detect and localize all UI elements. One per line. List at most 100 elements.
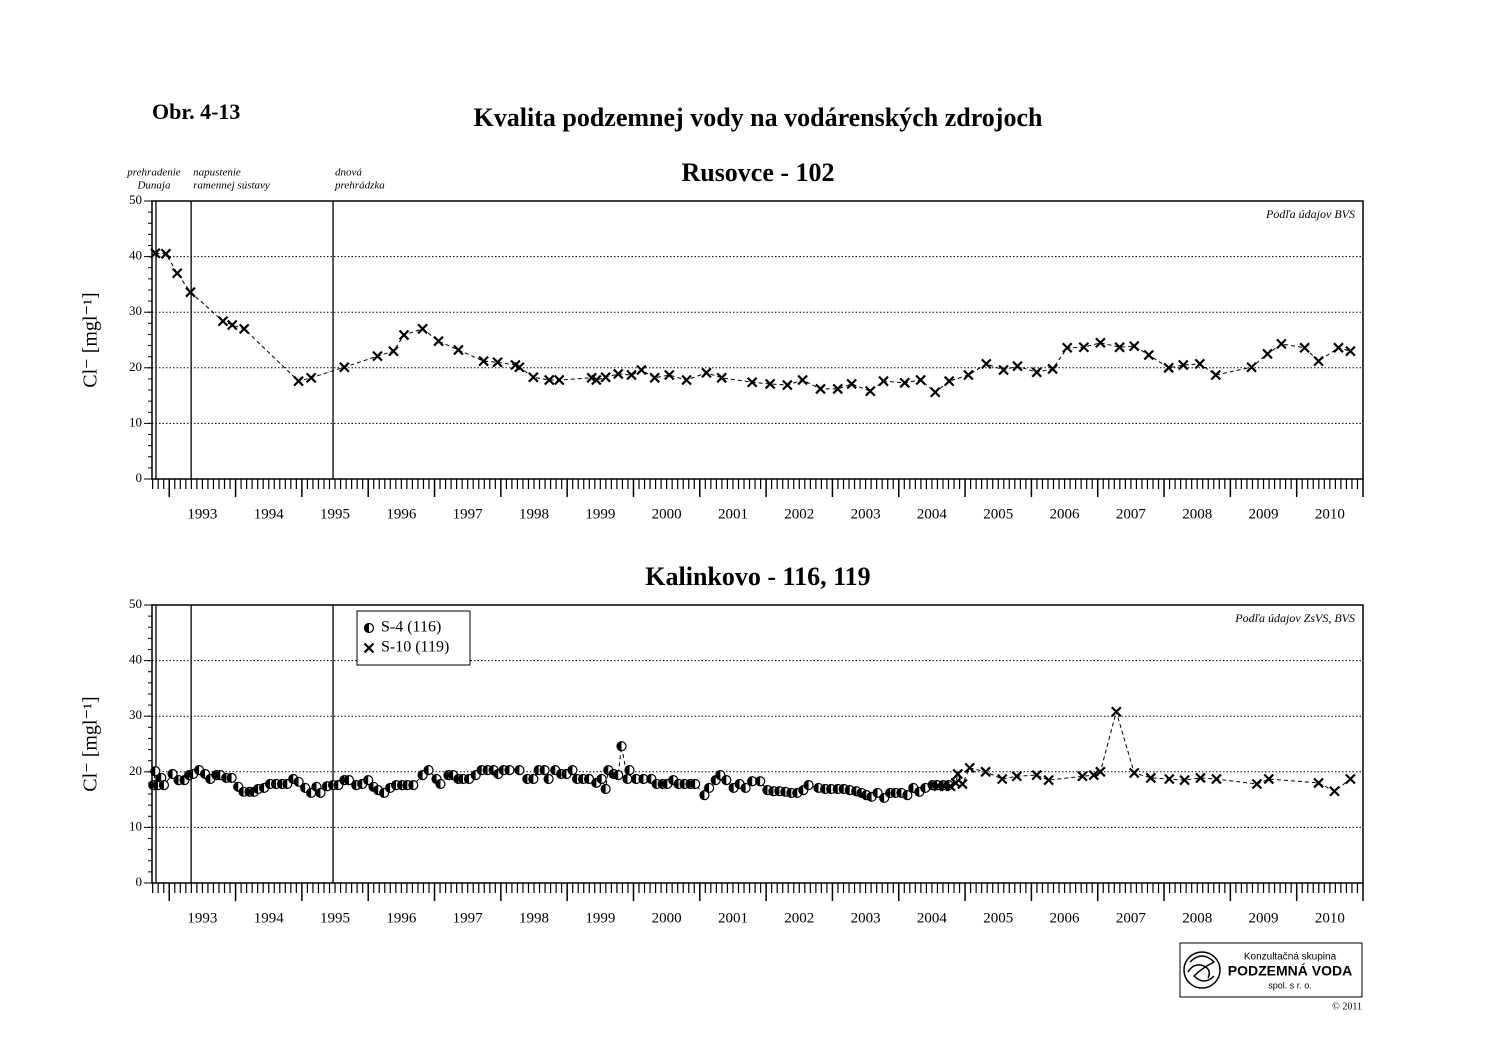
cross-marker [433,335,444,347]
cross-marker [528,371,539,383]
cross-marker [681,374,692,386]
x-tick-label: 2003 [851,506,881,522]
cross-stroke [1163,362,1174,374]
cross-marker [1194,358,1206,370]
circle-half [168,769,173,779]
circle-half [578,774,584,784]
cross-stroke [1128,340,1140,352]
circle-half [498,765,504,775]
y-tick-label: 20 [129,763,142,778]
circle-marker [293,776,304,787]
cross-stroke [1077,770,1088,782]
cross-stroke [915,374,926,386]
cross-marker [980,766,991,778]
cross-marker [514,361,525,373]
cross-stroke [1095,766,1106,778]
cross-marker [453,344,464,356]
event-label: napustenie [193,167,241,179]
series-line [155,252,1351,393]
cross-marker [1145,772,1157,784]
circle-marker [740,782,751,794]
event-label: dnová [335,167,362,179]
circle-half [277,779,282,789]
circle-half [792,788,798,798]
x-tick-label: 2003 [851,910,881,926]
circle-half [851,786,857,796]
cross-marker [915,374,926,386]
cross-marker [943,375,955,387]
cross-marker [160,248,172,260]
circle-half [534,765,539,775]
cross-marker [1195,772,1206,784]
cross-stroke [150,247,161,259]
cross-marker [1128,340,1140,352]
source-note: Podľa údajov ZsVS, BVS [1234,611,1355,625]
cross-stroke [543,374,555,386]
circle-half [686,779,691,789]
circle-half [379,788,385,798]
cross-stroke [363,642,375,654]
cross-marker [782,379,793,391]
x-tick-label: 1993 [187,506,217,522]
cross-stroke [664,369,675,381]
circle-half [477,765,482,775]
figure-number: Obr. 4-13 [152,99,240,124]
cross-stroke [964,762,976,774]
circle-half [244,787,250,797]
cross-marker [1276,338,1287,350]
circle-half [369,782,374,792]
cross-marker [1179,774,1190,786]
circle-half [322,781,328,791]
circle-half [351,780,357,790]
cross-stroke [478,355,489,367]
x-tick-label: 1995 [320,506,350,522]
cross-marker [1163,362,1174,374]
cross-marker [1088,769,1100,781]
circle-half [522,774,528,784]
circle-half [418,770,423,780]
cross-stroke [398,329,410,341]
cross-stroke [1299,342,1310,354]
circle-half [364,623,369,633]
circle-half [184,770,190,780]
circle-marker [690,778,701,790]
circle-marker [408,780,419,791]
x-tick-label: 2004 [917,506,948,522]
circle-half [397,780,403,790]
circle-half [464,774,470,784]
x-tick-label: 2002 [784,506,814,522]
circle-half [561,769,567,779]
cross-marker [1061,342,1073,354]
cross-stroke [701,367,712,379]
cross-marker [952,768,964,780]
cross-stroke [1251,778,1263,790]
y-axis-label: Cl⁻ [mgl⁻¹] [80,696,102,791]
circle-marker [721,775,732,786]
circle-half [747,776,753,786]
cross-marker [636,364,647,376]
circle-half [311,782,317,792]
cross-stroke [963,369,974,381]
circle-half [890,788,896,798]
x-tick-label: 2006 [1050,910,1081,926]
cross-stroke [957,778,968,790]
cross-marker [797,374,808,386]
cross-marker [963,369,974,381]
circle-half [704,783,710,793]
cross-stroke [764,378,776,390]
cross-stroke [636,364,647,376]
cross-stroke [846,378,857,390]
circle-half [188,769,194,779]
cross-marker [1313,355,1324,367]
cross-stroke [943,375,955,387]
circle-half [148,780,154,790]
cross-marker [1114,341,1125,353]
circle-half [584,774,590,784]
circle-half [315,788,321,798]
circle-half [786,788,792,798]
circle-half [288,774,294,784]
cross-stroke [1194,358,1206,370]
circle-half [435,779,441,789]
y-tick-label: 50 [129,596,142,611]
circle-half [896,788,902,798]
